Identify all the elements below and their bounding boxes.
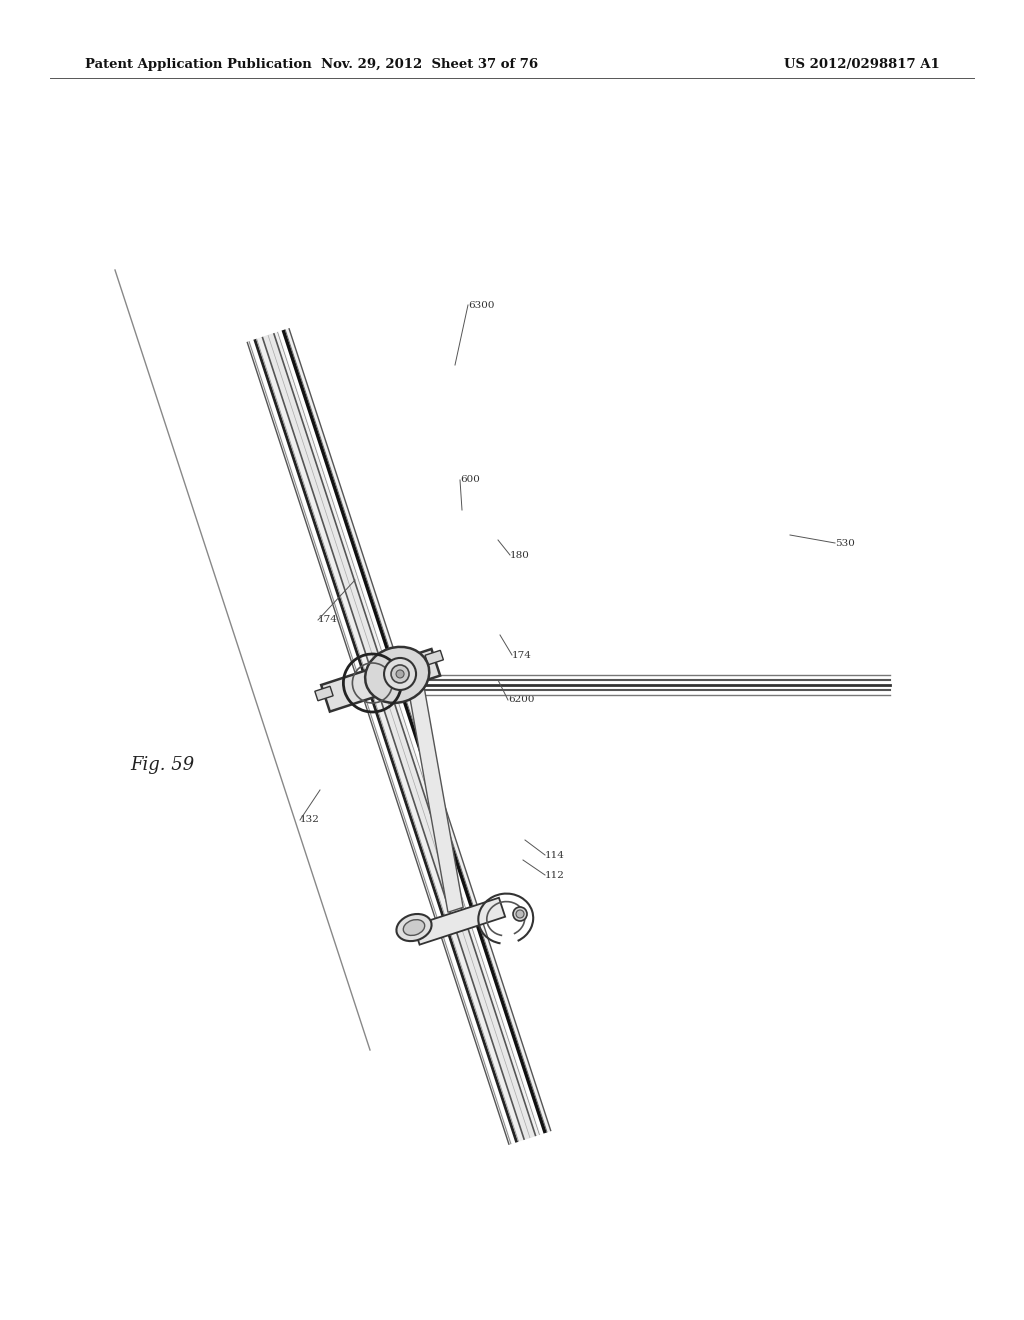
Polygon shape [322,649,440,711]
Polygon shape [404,919,424,937]
Ellipse shape [396,913,431,941]
Text: Nov. 29, 2012  Sheet 37 of 76: Nov. 29, 2012 Sheet 37 of 76 [322,58,539,71]
Polygon shape [263,334,535,1139]
Circle shape [384,657,416,690]
Circle shape [391,665,409,682]
Text: Patent Application Publication: Patent Application Publication [85,58,311,71]
Text: 112: 112 [545,870,565,879]
Text: 114: 114 [545,850,565,859]
Text: 6300: 6300 [468,301,495,309]
Circle shape [396,671,404,678]
Text: 600: 600 [460,475,480,484]
Text: 180: 180 [510,550,529,560]
Polygon shape [279,330,545,1135]
Text: 6200: 6200 [508,696,535,705]
Ellipse shape [403,920,425,936]
Text: 132: 132 [300,816,319,825]
Polygon shape [414,898,505,945]
Polygon shape [425,651,443,665]
Polygon shape [314,686,333,701]
Ellipse shape [366,647,429,704]
Text: US 2012/0298817 A1: US 2012/0298817 A1 [784,58,940,71]
Text: 174: 174 [318,615,338,624]
Circle shape [513,907,527,921]
Text: 174: 174 [512,651,531,660]
Text: 530: 530 [835,539,855,548]
Polygon shape [247,329,551,1144]
Polygon shape [408,682,463,912]
Circle shape [516,909,524,917]
Text: Fig. 59: Fig. 59 [130,756,195,774]
Polygon shape [250,339,516,1144]
